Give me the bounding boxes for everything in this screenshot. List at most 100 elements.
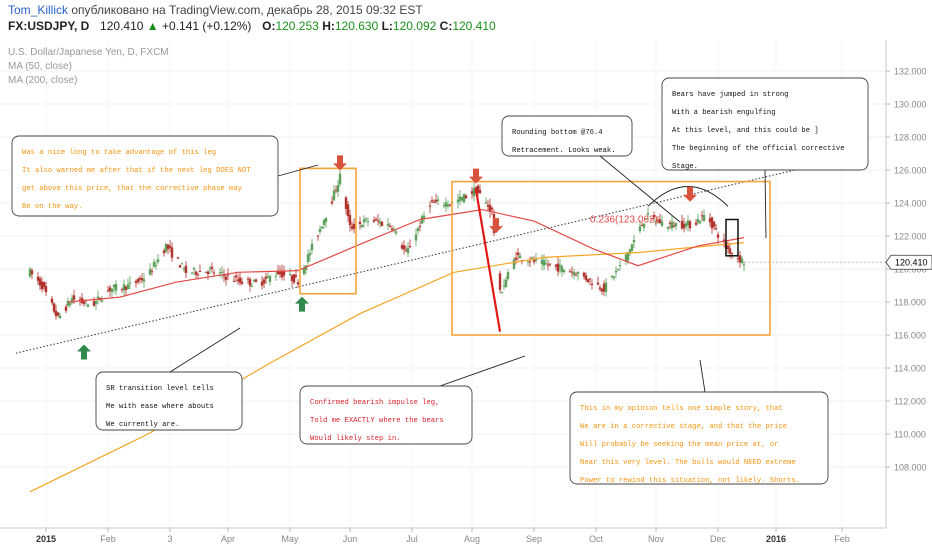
price-change: +0.141 (+0.12%) xyxy=(162,19,252,33)
candle xyxy=(672,221,676,228)
price-tick-label: 110.000 xyxy=(894,430,926,440)
candle-body xyxy=(668,223,672,225)
candle-body xyxy=(178,265,182,268)
last-price: 120.410 xyxy=(100,19,144,33)
candle-body xyxy=(360,225,364,228)
candle xyxy=(302,264,306,276)
candle-body xyxy=(586,279,590,282)
candle-body xyxy=(296,282,300,285)
bears-engulfing-note-line: With a bearish engulfing xyxy=(672,109,776,117)
candle xyxy=(460,196,464,203)
candle-body xyxy=(150,271,154,273)
candle xyxy=(288,268,292,276)
candle xyxy=(142,272,146,288)
candle-body xyxy=(738,255,742,263)
candle-body xyxy=(526,261,530,263)
candle xyxy=(380,220,384,227)
price-tick-label: 130.000 xyxy=(894,100,927,110)
candle-body xyxy=(238,277,242,283)
candle-body xyxy=(736,258,740,260)
candle xyxy=(378,217,382,228)
candle-body xyxy=(112,284,116,288)
price-tick-label: 126.000 xyxy=(894,166,927,176)
candle-body xyxy=(148,269,152,275)
candle-body xyxy=(516,252,520,255)
candle xyxy=(254,278,258,283)
candle xyxy=(360,223,364,228)
candle-body xyxy=(670,221,674,229)
candle-body xyxy=(196,274,200,276)
candle-body xyxy=(462,194,466,203)
candle-body xyxy=(684,223,688,227)
time-tick-label: Aug xyxy=(464,534,480,544)
candle xyxy=(322,218,326,230)
candle xyxy=(462,193,466,204)
candle-body xyxy=(190,272,194,274)
candle xyxy=(558,259,562,274)
candle xyxy=(740,256,744,265)
candle xyxy=(250,283,254,287)
candle-body xyxy=(108,287,112,291)
candle-body xyxy=(302,267,306,275)
rounding-bottom-note-line: Retracement. Looks weak. xyxy=(512,147,616,155)
highlight-box xyxy=(725,218,739,257)
highlight-box xyxy=(299,167,357,295)
candle xyxy=(296,279,300,289)
candle-body xyxy=(406,247,410,254)
candle xyxy=(574,272,578,276)
candle-body xyxy=(376,220,380,222)
author-link[interactable]: Tom_Killick xyxy=(8,3,69,17)
candle xyxy=(212,269,216,277)
candle xyxy=(686,215,690,232)
candle xyxy=(338,168,342,187)
candle xyxy=(336,180,340,197)
candle-body xyxy=(334,189,338,191)
candle xyxy=(366,217,370,227)
published-text: опубликовано на TradingView.com, декабрь… xyxy=(71,3,423,17)
candle-body xyxy=(444,202,448,207)
up-arrow-icon xyxy=(77,344,91,360)
candle xyxy=(448,204,452,208)
candle-body xyxy=(92,301,96,306)
candle xyxy=(290,274,294,288)
candle xyxy=(264,272,268,284)
candle xyxy=(470,187,474,199)
impulse-leg-note-line: Told me EXACTLY where the bears xyxy=(310,417,444,425)
impulse-leg-line xyxy=(474,189,502,332)
candle xyxy=(120,287,124,293)
candle xyxy=(660,214,664,228)
candle xyxy=(50,296,54,305)
candle xyxy=(654,218,658,227)
rounding-bottom-note-box xyxy=(501,115,633,157)
candle-body xyxy=(402,245,406,250)
candle xyxy=(184,261,188,279)
candle-body xyxy=(308,253,312,256)
candle-body xyxy=(254,279,258,282)
candle-body xyxy=(40,281,44,290)
candle-body xyxy=(320,226,324,229)
candle-body xyxy=(708,218,712,223)
candle-body xyxy=(348,214,352,226)
candle-body xyxy=(558,265,562,268)
candle xyxy=(436,195,440,206)
candle-body xyxy=(290,275,294,281)
candle xyxy=(610,275,614,280)
time-axis: 2015 Feb 3 Apr May Jun Jul Aug Sep Oct Nov Dec 2016 F… xyxy=(0,527,932,550)
candle-body xyxy=(576,272,580,275)
time-tick-label: Oct xyxy=(589,534,604,544)
candle-body xyxy=(240,281,244,284)
candle-body xyxy=(702,215,706,221)
candle xyxy=(260,276,264,290)
candle-body xyxy=(362,219,366,223)
candle xyxy=(624,252,628,266)
candle xyxy=(582,271,586,280)
impulse-leg-note: Confirmed bearish impulse leg, Told me EX… xyxy=(299,355,526,445)
time-axis-bg xyxy=(0,528,932,550)
candle xyxy=(344,195,348,215)
candle xyxy=(42,281,46,291)
candle xyxy=(154,260,158,270)
candle xyxy=(442,202,446,209)
candle xyxy=(138,275,142,284)
candle-body xyxy=(420,216,424,224)
